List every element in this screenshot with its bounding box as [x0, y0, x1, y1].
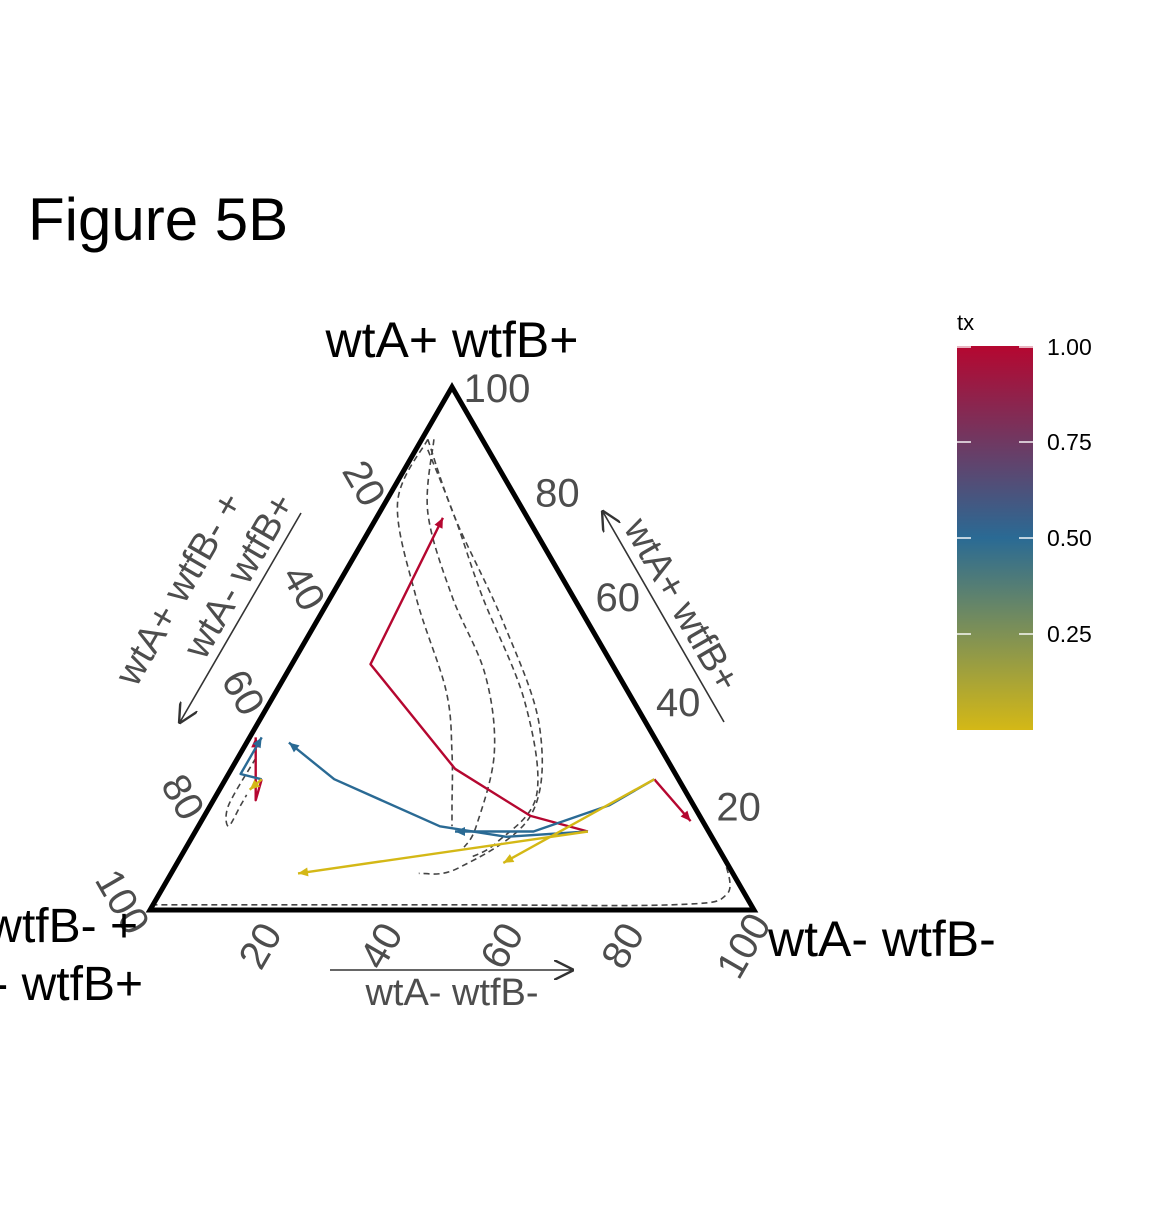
bottom-edge-tick-label: 60 [472, 916, 532, 977]
colorbar-tick-label: 0.25 [1047, 621, 1092, 647]
right-axis-arrow [603, 512, 725, 723]
vertex-label-bottom-right: wtA- wtfB- [767, 911, 996, 967]
series-line [369, 517, 589, 833]
trajectory-path [426, 439, 496, 848]
series-arrowhead [252, 737, 262, 749]
series-arrowhead [680, 810, 691, 822]
bottom-edge-tick-label: 20 [231, 916, 291, 977]
right-edge-tick-label: 60 [596, 576, 641, 620]
figure-title: Figure 5B [28, 186, 288, 253]
colorbar-ticks: 0.25 0.50 0.75 1.00 [957, 334, 1092, 647]
right-edge-tick-label: 20 [716, 785, 761, 829]
right-edge-tick-label: 100 [464, 367, 531, 411]
bottom-edge-tick-label: 40 [351, 916, 411, 977]
series-arrowhead [503, 854, 515, 863]
bottom-axis-title: wtA- wtfB- [364, 972, 538, 1014]
series-line [297, 830, 589, 875]
bottom-edge-tick-label: 80 [593, 916, 653, 977]
colorbar-tick-label: 1.00 [1047, 334, 1092, 360]
trajectory-path [418, 439, 544, 875]
series-line [239, 736, 263, 781]
series-arrowhead [249, 779, 261, 790]
trajectory-path [225, 757, 257, 828]
vertex-label-top: wtA+ wtfB+ [325, 312, 579, 368]
ternary-triangle [145, 382, 759, 913]
trajectory-path [396, 438, 454, 827]
series-arrowhead [434, 517, 443, 529]
series-arrowhead [288, 742, 300, 753]
trajectory-path [153, 857, 731, 907]
series-line [288, 741, 588, 838]
colorbar-legend: tx 0.25 0.50 0.75 1.00 [957, 310, 1092, 730]
right-edge-tick-label: 80 [535, 472, 580, 516]
right-edge-tick-label: 40 [656, 681, 701, 725]
vertex-label-bottom-left-line1: wtA+ wtfB- + [0, 900, 138, 953]
colorbar-tick-label: 0.75 [1047, 429, 1092, 455]
left-axis-arrow [180, 512, 302, 722]
series-line [502, 778, 655, 864]
trajectory-layer [153, 438, 731, 907]
colorbar-tick-label: 0.50 [1047, 525, 1092, 551]
series-arrowhead [298, 867, 309, 877]
vertex-label-bottom-left-line2: wtA- wtfB+ [0, 958, 143, 1011]
legend-title: tx [957, 310, 974, 335]
series-arrowhead [455, 827, 465, 836]
series-layer [239, 517, 692, 877]
